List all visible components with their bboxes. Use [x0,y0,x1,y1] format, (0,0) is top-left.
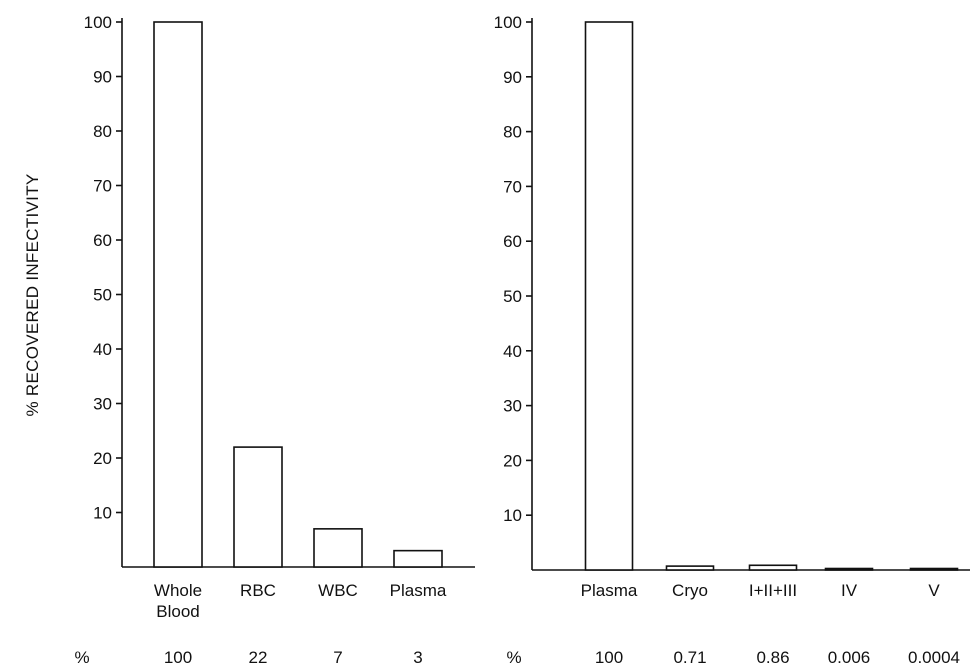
y-tick-label: 30 [93,395,112,414]
y-tick-label: 70 [503,177,522,196]
x-category-label: IV [841,581,858,600]
bar [824,567,874,571]
y-tick-label: 20 [93,449,112,468]
x-category-label: I+II+III [749,581,797,600]
bar [233,446,283,568]
percent-row-label: % [506,648,521,667]
y-tick-label: 50 [503,287,522,306]
y-tick-label: 100 [84,13,112,32]
y-tick-label: 10 [503,506,522,525]
bar [909,567,959,571]
y-tick-label: 90 [503,68,522,87]
x-category-label: WBC [318,581,358,600]
y-tick-label: 10 [93,504,112,523]
y-tick-label: 50 [93,286,112,305]
y-tick-label: 20 [503,451,522,470]
percent-value-label: 7 [333,648,342,667]
y-axis-title: % RECOVERED INFECTIVITY [23,173,42,416]
percent-value-label: 0.006 [828,648,871,667]
bar [393,549,443,568]
y-tick-label: 70 [93,177,112,196]
x-category-label: Plasma [390,581,447,600]
y-tick-label: 60 [93,231,112,250]
y-tick-label: 80 [93,122,112,141]
y-tick-label: 60 [503,232,522,251]
x-category-label: RBC [240,581,276,600]
chart-panel-2: 10 20 30 40 50 60 70 80 90 100 Plasma Cryo I+II+III I… [494,13,970,667]
y-tick-label: 100 [494,13,522,32]
percent-value-label: 100 [164,648,192,667]
percent-value-label: 100 [595,648,623,667]
x-category-label: Cryo [672,581,708,600]
y-tick-label: 90 [93,68,112,87]
y-tick-label: 40 [93,340,112,359]
y-tick-label: 40 [503,342,522,361]
x-category-label: Plasma [581,581,638,600]
bar [748,564,798,571]
x-category-label: V [928,581,940,600]
bar [584,21,634,571]
bar [665,565,715,571]
y-tick-label: 80 [503,123,522,142]
y-tick-label: 30 [503,397,522,416]
x-category-label: Whole Blood [154,581,202,621]
percent-value-label: 0.0004 [908,648,960,667]
percent-value-label: 0.71 [673,648,706,667]
bar [153,21,203,568]
percent-value-label: 0.86 [756,648,789,667]
bar [313,528,363,568]
percent-value-label: 3 [413,648,422,667]
chart-panel-1: 10 20 30 40 50 60 70 80 90 100 Whole Blood RBC WBC Pla… [74,13,475,667]
percent-row-label: % [74,648,89,667]
percent-value-label: 22 [249,648,268,667]
